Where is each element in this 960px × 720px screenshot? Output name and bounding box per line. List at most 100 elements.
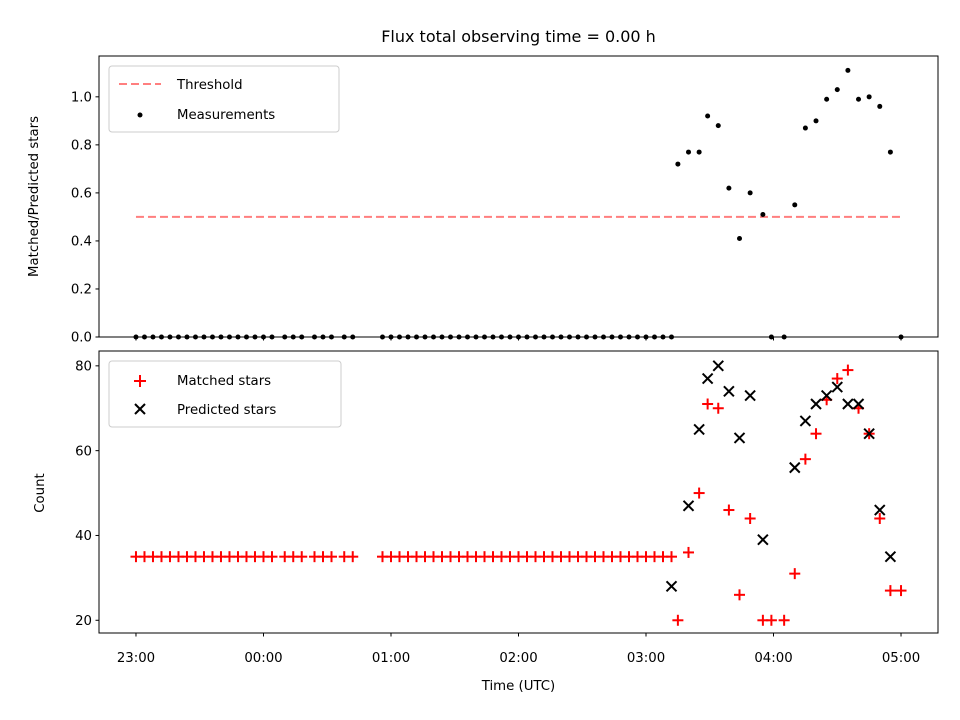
- y-tick-label: 60: [75, 444, 92, 459]
- matched-legend-marker: [134, 375, 146, 387]
- top-legend-box: [108, 65, 340, 133]
- top-y-axis: 0.0 0.2 0.4 0.6 0.8 1.0: [71, 91, 99, 346]
- x-tick-label: 05:00: [882, 651, 920, 666]
- x-tick-label: 01:00: [372, 651, 410, 666]
- matched-stars-point: [744, 513, 756, 525]
- predicted-stars-point: [757, 533, 769, 546]
- bottom-legend: Matched stars Predicted stars: [108, 360, 342, 428]
- top-panel: 0.0 0.2 0.4 0.6 0.8 1.0 Matched/Predicted sta…: [27, 55, 939, 346]
- bottom-plot-area: [130, 360, 907, 626]
- matched-stars-point: [266, 551, 278, 563]
- measurements-point: [856, 96, 862, 102]
- matched-stars-point: [895, 585, 907, 597]
- matched-stars-point: [799, 453, 811, 465]
- y-tick-label: 40: [75, 529, 92, 544]
- top-x-ticks: [135, 337, 902, 341]
- x-axis-label: Time (UTC): [481, 679, 556, 694]
- matched-stars-point: [702, 398, 714, 410]
- bottom-legend-box: [108, 360, 342, 428]
- bottom-y-axis: 20 40 60 80: [75, 360, 99, 629]
- predicted-stars-point: [852, 398, 865, 410]
- measurements-point: [726, 185, 732, 191]
- predicted-stars-point: [842, 398, 854, 410]
- predicted-stars-point: [701, 372, 714, 385]
- matched-stars-point: [874, 513, 886, 525]
- measurements-point: [802, 125, 808, 131]
- measurements-point: [715, 123, 721, 129]
- matched-stars-point: [831, 373, 843, 385]
- bottom-panel: 20 40 60 80 23:00 00:00 01:00 02:00 03:00 04:00 0…: [33, 350, 939, 694]
- y-tick-label: 0.0: [71, 331, 92, 346]
- predicted-stars-point: [712, 360, 724, 372]
- y-tick-label: 0.4: [71, 235, 92, 250]
- measurements-point: [705, 113, 711, 119]
- matched-stars-point: [723, 504, 735, 516]
- measurements-point: [845, 67, 851, 73]
- measurements-point: [696, 149, 702, 155]
- y-tick-label: 20: [75, 614, 92, 629]
- y-tick-label: 0.2: [71, 283, 92, 298]
- measurements-point: [877, 103, 883, 109]
- predicted-stars-point: [693, 423, 705, 436]
- matched-stars-point: [693, 487, 705, 499]
- x-tick-label: 23:00: [117, 651, 155, 666]
- top-plot-area: [133, 67, 904, 340]
- matched-stars-point: [296, 551, 308, 563]
- bottom-y-axis-label: Count: [33, 473, 48, 513]
- matched-stars-point: [789, 568, 801, 580]
- predicted-legend-marker: [134, 403, 146, 415]
- measurements-point: [834, 87, 840, 93]
- predicted-stars-point: [799, 415, 812, 427]
- matched-stars-point: [347, 551, 359, 563]
- matched-legend-label: Matched stars: [177, 374, 271, 389]
- matched-stars-point: [325, 551, 337, 563]
- measurements-point: [824, 96, 830, 102]
- measurements-point: [813, 118, 819, 124]
- matched-stars-point: [666, 551, 678, 563]
- measurements-point: [792, 202, 798, 208]
- y-tick-label: 1.0: [71, 91, 92, 106]
- y-tick-label: 80: [75, 360, 92, 375]
- matched-stars-point: [765, 614, 777, 626]
- measurements-point: [887, 149, 893, 155]
- matched-stars-point: [672, 614, 684, 626]
- matched-stars-point: [884, 585, 896, 597]
- predicted-stars-point: [884, 550, 897, 563]
- matched-stars-point: [712, 402, 724, 414]
- measurements-legend-marker: [137, 112, 143, 118]
- matched-stars-point: [842, 364, 854, 376]
- matched-stars-point: [734, 589, 746, 601]
- predicted-stars-point: [733, 432, 746, 444]
- chart-title: Flux total observing time = 0.00 h: [381, 27, 656, 46]
- predicted-stars-point: [874, 504, 886, 516]
- predicted-stars-point: [863, 427, 875, 440]
- matched-stars-point: [778, 614, 790, 626]
- predicted-stars-point: [831, 381, 843, 393]
- x-tick-label: 04:00: [754, 651, 792, 666]
- measurements-point: [686, 149, 692, 155]
- x-tick-label: 00:00: [244, 651, 282, 666]
- measurements-point: [737, 236, 743, 242]
- y-tick-label: 0.8: [71, 139, 92, 154]
- measurements-point: [747, 190, 753, 196]
- predicted-stars-point: [810, 398, 822, 410]
- y-tick-label: 0.6: [71, 187, 92, 202]
- matched-stars-point: [810, 428, 822, 440]
- predicted-stars-point: [820, 389, 833, 402]
- measurements-legend-label: Measurements: [177, 108, 275, 123]
- measurements-point: [760, 212, 766, 218]
- predicted-stars-point: [744, 389, 756, 402]
- predicted-legend-label: Predicted stars: [177, 403, 276, 418]
- x-tick-label: 02:00: [499, 651, 537, 666]
- measurements-point: [675, 161, 681, 167]
- x-axis: 23:00 00:00 01:00 02:00 03:00 04:00 05:00: [117, 633, 920, 666]
- predicted-stars-point: [682, 500, 695, 512]
- x-tick-label: 03:00: [627, 651, 665, 666]
- predicted-stars-point: [723, 385, 735, 397]
- predicted-stars-point: [789, 461, 801, 474]
- top-y-axis-label: Matched/Predicted stars: [27, 116, 42, 277]
- top-legend: Threshold Measurements: [108, 65, 340, 133]
- threshold-legend-label: Threshold: [176, 78, 243, 93]
- predicted-stars-point: [665, 580, 678, 593]
